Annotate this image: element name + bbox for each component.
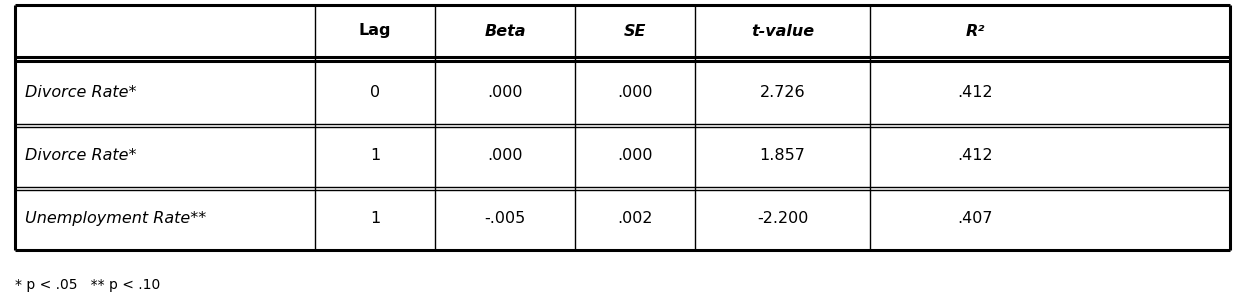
Text: .407: .407 <box>957 211 992 226</box>
Text: .412: .412 <box>957 85 993 100</box>
Text: R²: R² <box>965 23 985 38</box>
Text: .000: .000 <box>618 85 653 100</box>
Text: 1.857: 1.857 <box>760 148 805 163</box>
Text: 2.726: 2.726 <box>760 85 805 100</box>
Text: Divorce Rate*: Divorce Rate* <box>25 148 136 163</box>
Text: Divorce Rate*: Divorce Rate* <box>25 85 136 100</box>
Text: * p < .05   ** p < .10: * p < .05 ** p < .10 <box>15 278 160 292</box>
Text: 0: 0 <box>369 85 381 100</box>
Text: 1: 1 <box>369 148 381 163</box>
Text: -2.200: -2.200 <box>756 211 809 226</box>
Text: .000: .000 <box>618 148 653 163</box>
Text: t-value: t-value <box>751 23 814 38</box>
Text: Lag: Lag <box>358 23 392 38</box>
Text: .412: .412 <box>957 148 993 163</box>
Text: .000: .000 <box>487 148 523 163</box>
Text: Beta: Beta <box>484 23 525 38</box>
Text: -.005: -.005 <box>484 211 525 226</box>
Text: SE: SE <box>624 23 646 38</box>
Text: .002: .002 <box>618 211 653 226</box>
Text: .000: .000 <box>487 85 523 100</box>
Text: 1: 1 <box>369 211 381 226</box>
Text: Unemployment Rate**: Unemployment Rate** <box>25 211 206 226</box>
